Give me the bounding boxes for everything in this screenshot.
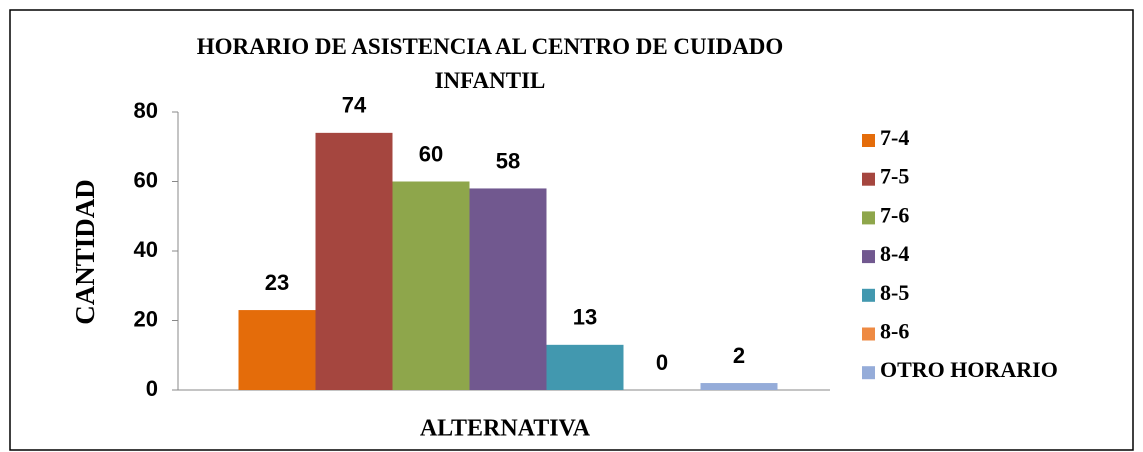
y-tick-label: 20 [134, 306, 158, 331]
data-label: 58 [496, 148, 520, 173]
legend-swatch [862, 211, 875, 225]
bar [700, 383, 778, 390]
bar [315, 132, 393, 390]
legend-swatch [862, 288, 875, 302]
legend-label: 7-4 [880, 125, 909, 150]
data-label: 74 [342, 93, 367, 118]
bar [469, 188, 547, 390]
chart-title: HORARIO DE ASISTENCIA AL CENTRO DE CUIDA… [196, 34, 784, 93]
data-label: 60 [419, 141, 443, 166]
data-label: 23 [265, 270, 289, 295]
frame [9, 9, 1134, 451]
data-label: 13 [573, 305, 597, 330]
legend-swatch [862, 134, 875, 147]
legend-label: OTRO HORARIO [880, 357, 1058, 382]
data-label: 0 [656, 350, 668, 375]
legend-label: 8-6 [880, 319, 909, 344]
legend-label: 8-5 [880, 280, 909, 305]
legend-label: 8-4 [880, 241, 909, 266]
legend-label: 7-6 [880, 202, 909, 227]
bar [546, 344, 624, 390]
legend-swatch [862, 172, 875, 186]
x-axis-label: ALTERNATIVA [420, 416, 591, 442]
legend-swatch [862, 327, 875, 341]
y-tick-label: 60 [134, 167, 158, 192]
legend-label: 7-5 [880, 164, 909, 189]
bar [392, 181, 470, 390]
legend-swatch [862, 250, 875, 264]
y-axis-label: CANTIDAD [70, 179, 100, 325]
data-label: 2 [733, 343, 745, 368]
y-tick-label: 80 [134, 98, 158, 123]
legend-swatch [862, 366, 875, 380]
y-tick-label: 40 [134, 237, 158, 262]
y-tick-label: 0 [146, 376, 158, 401]
bar [238, 310, 316, 390]
